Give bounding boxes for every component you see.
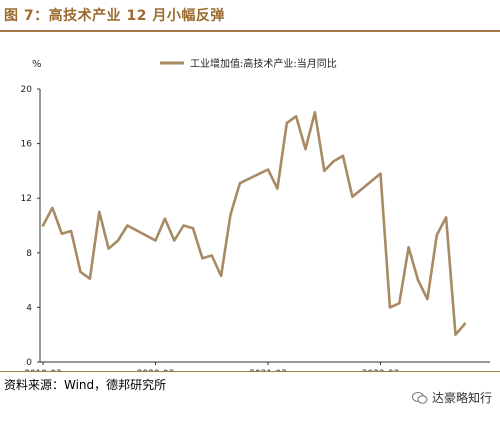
- chart-legend: 工业增加值:高技术产业:当月同比: [160, 57, 337, 70]
- x-tick-label: 2021-03: [249, 369, 287, 371]
- x-tick-label: 2019-03: [24, 369, 62, 371]
- series-line: [41, 110, 467, 337]
- y-tick-label: 12: [21, 194, 32, 204]
- y-tick-label: 20: [21, 85, 33, 95]
- x-tick-label: 2022-03: [362, 369, 400, 371]
- watermark: 达豪略知行: [411, 389, 492, 406]
- source-rule: [0, 371, 500, 372]
- watermark-text: 达豪略知行: [431, 391, 492, 405]
- chart-ticks: % 0 4 8 12 16 20 2019-03 2020-03 2021-03 2022-03: [21, 59, 400, 371]
- x-tick-label: 2020-03: [137, 369, 175, 371]
- title-rule: [0, 30, 500, 32]
- y-tick-label: 8: [26, 249, 32, 259]
- y-tick-label: 0: [26, 358, 32, 368]
- legend-label: 工业增加值:高技术产业:当月同比: [190, 57, 337, 70]
- chart-series: [41, 110, 467, 337]
- chart-axes: [39, 89, 490, 363]
- y-unit-label: %: [32, 59, 42, 70]
- figure-title: 图 7：高技术产业 12 月小幅反弹: [4, 8, 225, 24]
- y-tick-label: 16: [21, 140, 33, 150]
- y-tick-label: 4: [26, 303, 32, 313]
- line-chart: % 0 4 8 12 16 20 2019-03 2020-03 2021-03 2022-03 工…: [21, 57, 490, 371]
- wechat-icon: [411, 391, 428, 404]
- source-note: 资料来源：Wind，德邦研究所: [4, 378, 167, 392]
